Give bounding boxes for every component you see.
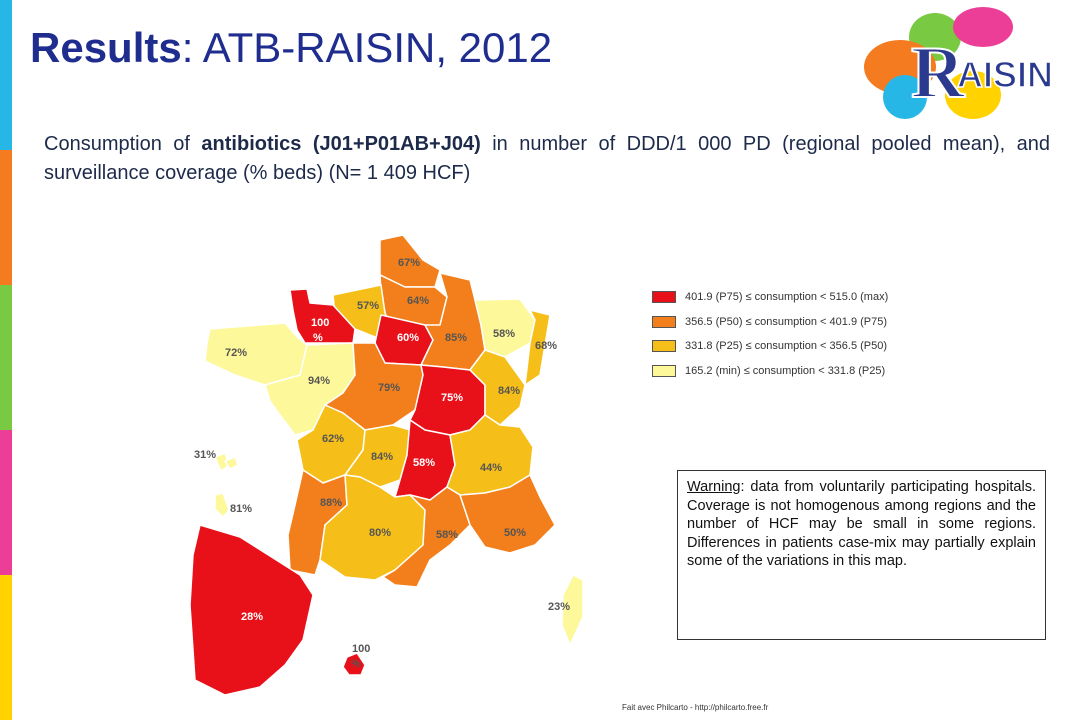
- label-midi-pyrenees: 80%: [369, 527, 391, 539]
- label-nord: 67%: [398, 257, 420, 269]
- label-languedoc: 58%: [436, 529, 458, 541]
- label-limousin: 84%: [371, 451, 393, 463]
- legend-label: 401.9 (P75) ≤ consumption < 515.0 (max): [685, 291, 889, 303]
- legend-label: 331.8 (P25) ≤ consumption < 356.5 (P50): [685, 340, 888, 352]
- label-picardie: 64%: [407, 295, 429, 307]
- region-languedoc: [382, 486, 471, 588]
- label-aquitaine: 88%: [320, 497, 342, 509]
- legend-swatch: [652, 340, 676, 352]
- raisin-logo: R AISIN: [864, 7, 1054, 119]
- label-basse-normandie-pct: %: [313, 332, 323, 344]
- region-basse-normandie: [289, 288, 356, 344]
- region-guyane: [189, 524, 314, 696]
- legend-swatch: [652, 315, 676, 328]
- label-auvergne: 58%: [413, 457, 435, 469]
- label-reunion: 100: [352, 643, 370, 655]
- label-guadeloupe: 31%: [194, 449, 216, 461]
- subtitle: Consumption of antibiotics (J01+P01AB+J0…: [44, 133, 1050, 184]
- label-corse: 23%: [548, 601, 570, 613]
- region-paca: [459, 474, 556, 554]
- region-martinique: [214, 492, 230, 518]
- region-limousin: [344, 424, 411, 488]
- label-bourgogne: 75%: [441, 392, 463, 404]
- label-basse-normandie: 100: [311, 317, 329, 329]
- logo-petal-blue: [883, 75, 927, 119]
- label-rhone-alpes: 44%: [480, 462, 502, 474]
- region-guadeloupe-2: [224, 456, 239, 470]
- legend-item: 165.2 (min) ≤ consumption < 331.8 (P25): [652, 364, 888, 378]
- label-guyane: 28%: [241, 611, 263, 623]
- label-martinique: 81%: [230, 503, 252, 515]
- label-centre: 79%: [378, 382, 400, 394]
- side-bar-segment: [0, 285, 12, 430]
- label-poitou: 62%: [322, 433, 344, 445]
- legend-label: 165.2 (min) ≤ consumption < 331.8 (P25): [685, 364, 886, 377]
- france-region-map: 67% 64% 57% 100 % 60% 85% 58% 68% 72% 94…: [189, 234, 584, 696]
- warning-text: : data from voluntarily participating ho…: [687, 479, 1036, 570]
- warning-box: Warning: data from voluntarily participa…: [677, 470, 1046, 640]
- side-bar-segment: [0, 0, 12, 150]
- logo-petal-pink: [953, 7, 1013, 47]
- warning-heading: Warning: [687, 479, 741, 495]
- legend-item: 356.5 (P50) ≤ consumption < 401.9 (P75): [652, 315, 888, 329]
- label-alsace: 68%: [535, 340, 557, 352]
- label-haute-normandie: 57%: [357, 300, 379, 312]
- legend-item: 401.9 (P75) ≤ consumption < 515.0 (max): [652, 290, 888, 304]
- region-bretagne: [204, 322, 308, 386]
- label-champagne: 85%: [445, 332, 467, 344]
- logo-r-letter: R: [911, 32, 966, 114]
- label-ile-de-france: 60%: [397, 332, 419, 344]
- region-lorraine: [474, 298, 536, 358]
- side-bar-segment: [0, 430, 12, 575]
- label-franche-comte: 84%: [498, 385, 520, 397]
- logo-text: AISIN: [957, 54, 1053, 95]
- label-bretagne: 72%: [225, 347, 247, 359]
- region-reunion: [342, 652, 366, 676]
- region-alsace: [524, 309, 551, 386]
- page-title: Results: ATB-RAISIN, 2012: [30, 24, 553, 71]
- legend-label: 356.5 (P50) ≤ consumption < 401.9 (P75): [685, 315, 888, 328]
- legend-swatch: [652, 364, 676, 377]
- legend-swatch: [652, 291, 676, 303]
- legend-item: 331.8 (P25) ≤ consumption < 356.5 (P50): [652, 339, 888, 353]
- side-color-bar: [0, 0, 12, 720]
- label-paca: 50%: [504, 527, 526, 539]
- region-corse: [561, 574, 584, 646]
- label-reunion-pct: %: [351, 658, 361, 670]
- side-bar-segment: [0, 150, 12, 285]
- map-legend: 401.9 (P75) ≤ consumption < 515.0 (max) …: [652, 290, 888, 388]
- philcarto-credit: Fait avec Philcarto - http://philcarto.f…: [622, 703, 769, 712]
- logo-petal-yellow: [945, 71, 1001, 119]
- side-bar-segment: [0, 575, 12, 720]
- label-pays-de-la-loire: 94%: [308, 375, 330, 387]
- label-lorraine: 58%: [493, 328, 515, 340]
